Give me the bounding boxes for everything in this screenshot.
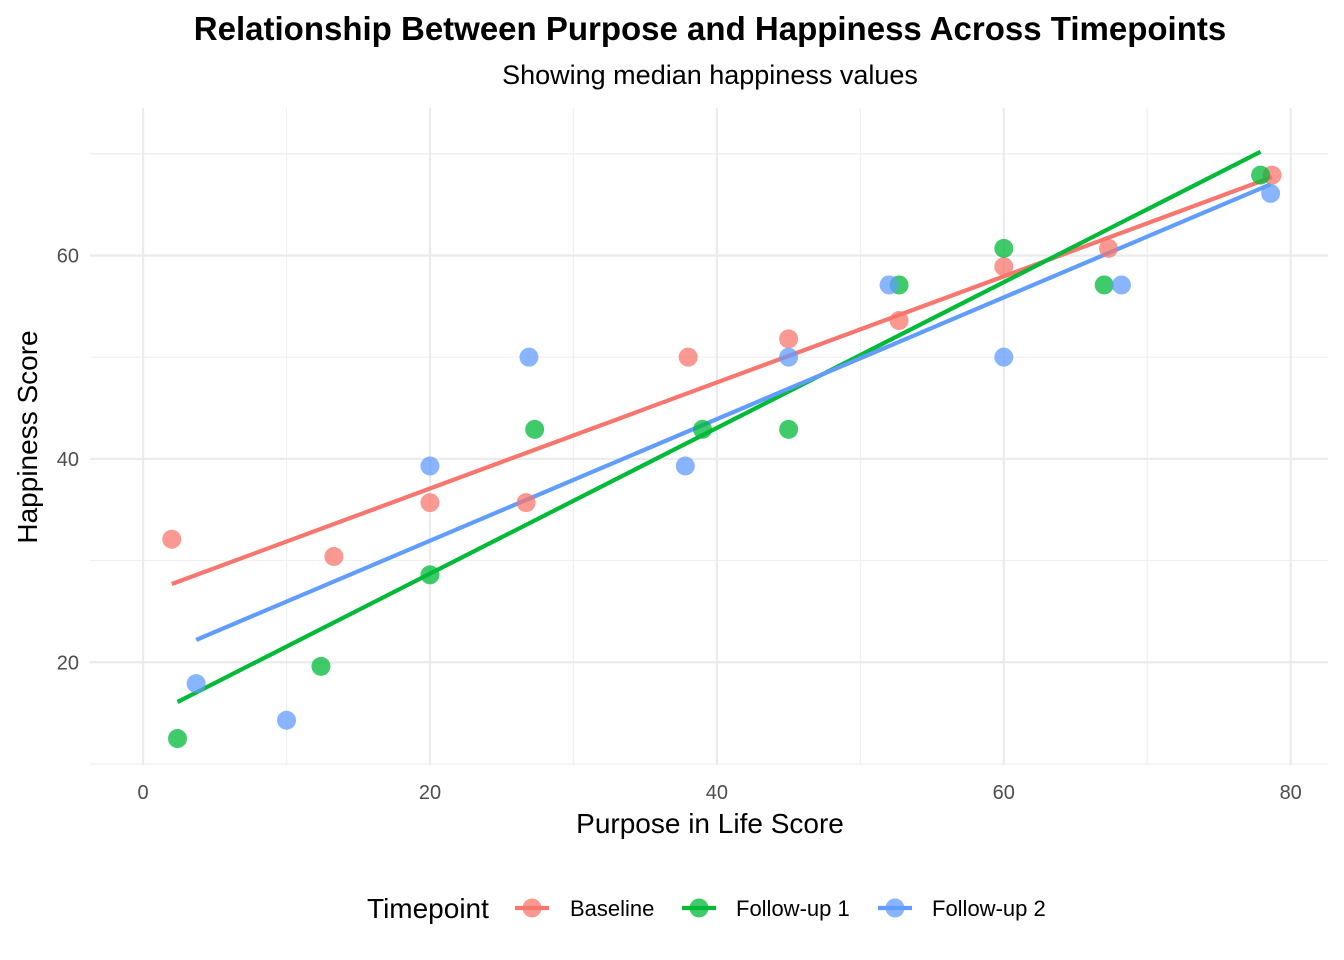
point-baseline — [516, 493, 536, 513]
point-follow-up-1 — [693, 419, 713, 439]
legend-key-point — [689, 898, 709, 918]
trend-lines — [171, 149, 1273, 704]
point-follow-up-2 — [519, 347, 539, 367]
point-follow-up-1 — [994, 238, 1014, 258]
point-follow-up-1 — [779, 419, 799, 439]
legend-label-follow-up-2: Follow-up 2 — [932, 896, 1046, 921]
x-tick-label: 60 — [993, 782, 1015, 804]
point-follow-up-1 — [168, 729, 188, 749]
legend-label-follow-up-1: Follow-up 1 — [736, 896, 850, 921]
legend: Timepoint Baseline Follow-up 1 Follow-up 2 — [367, 893, 1046, 924]
point-follow-up-2 — [994, 347, 1014, 367]
tick-labels: 0 20 40 60 80 20 40 60 — [57, 245, 1302, 804]
trend-line-follow-up-2 — [195, 182, 1272, 642]
point-follow-up-2 — [879, 275, 899, 295]
point-follow-up-2 — [779, 347, 799, 367]
point-baseline — [162, 529, 182, 549]
point-follow-up-1 — [1251, 165, 1271, 185]
x-tick-label: 0 — [138, 782, 149, 804]
point-baseline — [1099, 238, 1119, 258]
legend-key-point — [522, 898, 542, 918]
grid — [90, 108, 1328, 765]
y-tick-label: 60 — [57, 245, 79, 267]
legend-title: Timepoint — [367, 893, 489, 924]
trend-line-baseline — [171, 175, 1273, 586]
point-follow-up-2 — [1261, 183, 1281, 203]
point-baseline — [420, 493, 440, 513]
point-follow-up-2 — [277, 710, 297, 730]
chart-subtitle: Showing median happiness values — [502, 60, 918, 90]
data-points — [162, 165, 1282, 749]
point-follow-up-2 — [1111, 275, 1131, 295]
legend-label-baseline: Baseline — [570, 896, 654, 921]
point-baseline — [324, 547, 344, 567]
x-tick-label: 80 — [1280, 782, 1302, 804]
point-baseline — [779, 329, 799, 349]
y-axis-title: Happiness Score — [12, 330, 43, 543]
point-follow-up-2 — [420, 456, 440, 476]
legend-key-point — [885, 898, 905, 918]
point-follow-up-1 — [1094, 275, 1114, 295]
point-follow-up-1 — [311, 656, 331, 676]
point-baseline — [678, 347, 698, 367]
y-tick-label: 40 — [57, 449, 79, 471]
x-axis-title: Purpose in Life Score — [576, 808, 844, 839]
point-baseline — [994, 257, 1014, 277]
chart-title: Relationship Between Purpose and Happine… — [194, 10, 1226, 47]
point-follow-up-1 — [525, 419, 545, 439]
point-baseline — [889, 311, 909, 331]
x-tick-label: 40 — [706, 782, 728, 804]
point-follow-up-2 — [675, 456, 695, 476]
trend-line-follow-up-1 — [176, 149, 1262, 704]
x-tick-label: 20 — [419, 782, 441, 804]
y-tick-label: 20 — [57, 652, 79, 674]
point-follow-up-1 — [420, 565, 440, 585]
point-follow-up-2 — [186, 674, 206, 694]
